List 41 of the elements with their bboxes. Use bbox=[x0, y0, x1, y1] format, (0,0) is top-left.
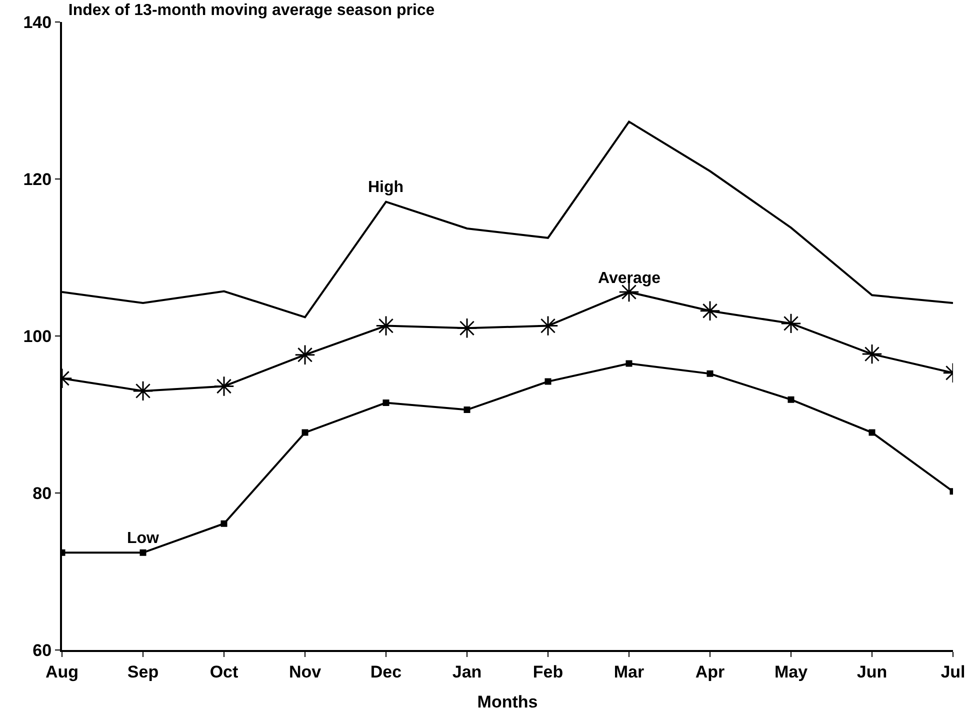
point bbox=[788, 396, 794, 403]
x-tick-label: May bbox=[774, 662, 808, 682]
point bbox=[132, 380, 154, 402]
x-axis-title: Months bbox=[477, 692, 538, 712]
point bbox=[868, 429, 876, 436]
point bbox=[626, 360, 632, 367]
point bbox=[862, 344, 882, 364]
y-tick-label: 140 bbox=[23, 12, 52, 32]
annotation: Average bbox=[598, 270, 661, 287]
y-tick-label: 100 bbox=[23, 326, 52, 346]
y-tick-label: 120 bbox=[23, 170, 52, 189]
point bbox=[140, 549, 146, 556]
x-tick-label: Sep bbox=[127, 662, 159, 682]
x-tick-label: Jan bbox=[452, 662, 482, 682]
point bbox=[700, 300, 720, 322]
point bbox=[294, 344, 316, 366]
chart-title: Index of 13-month moving average season price bbox=[68, 2, 435, 19]
x-tick-label: Nov bbox=[288, 662, 322, 682]
x-tick-label: Jul bbox=[940, 662, 966, 682]
y-tick-label: 80 bbox=[32, 484, 52, 503]
x-tick-label: Mar bbox=[614, 662, 644, 682]
point bbox=[302, 429, 308, 436]
x-tick-label: Feb bbox=[532, 662, 564, 682]
point bbox=[544, 378, 552, 385]
point bbox=[456, 318, 478, 338]
x-tick-label: Dec bbox=[370, 662, 402, 682]
y-tick-label: 60 bbox=[32, 640, 52, 660]
x-tick-label: Apr bbox=[695, 662, 726, 682]
point bbox=[464, 406, 470, 414]
x-tick-label: Aug bbox=[45, 662, 79, 682]
x-tick-label: Oct bbox=[210, 662, 239, 682]
x-tick-label: Jun bbox=[856, 662, 888, 682]
point bbox=[220, 520, 228, 527]
point bbox=[382, 399, 390, 406]
point bbox=[706, 370, 714, 377]
point bbox=[376, 315, 396, 336]
point bbox=[780, 313, 802, 334]
point bbox=[214, 376, 234, 397]
annotation: Low bbox=[127, 530, 160, 547]
annotation: High bbox=[368, 179, 404, 196]
point bbox=[538, 315, 558, 336]
